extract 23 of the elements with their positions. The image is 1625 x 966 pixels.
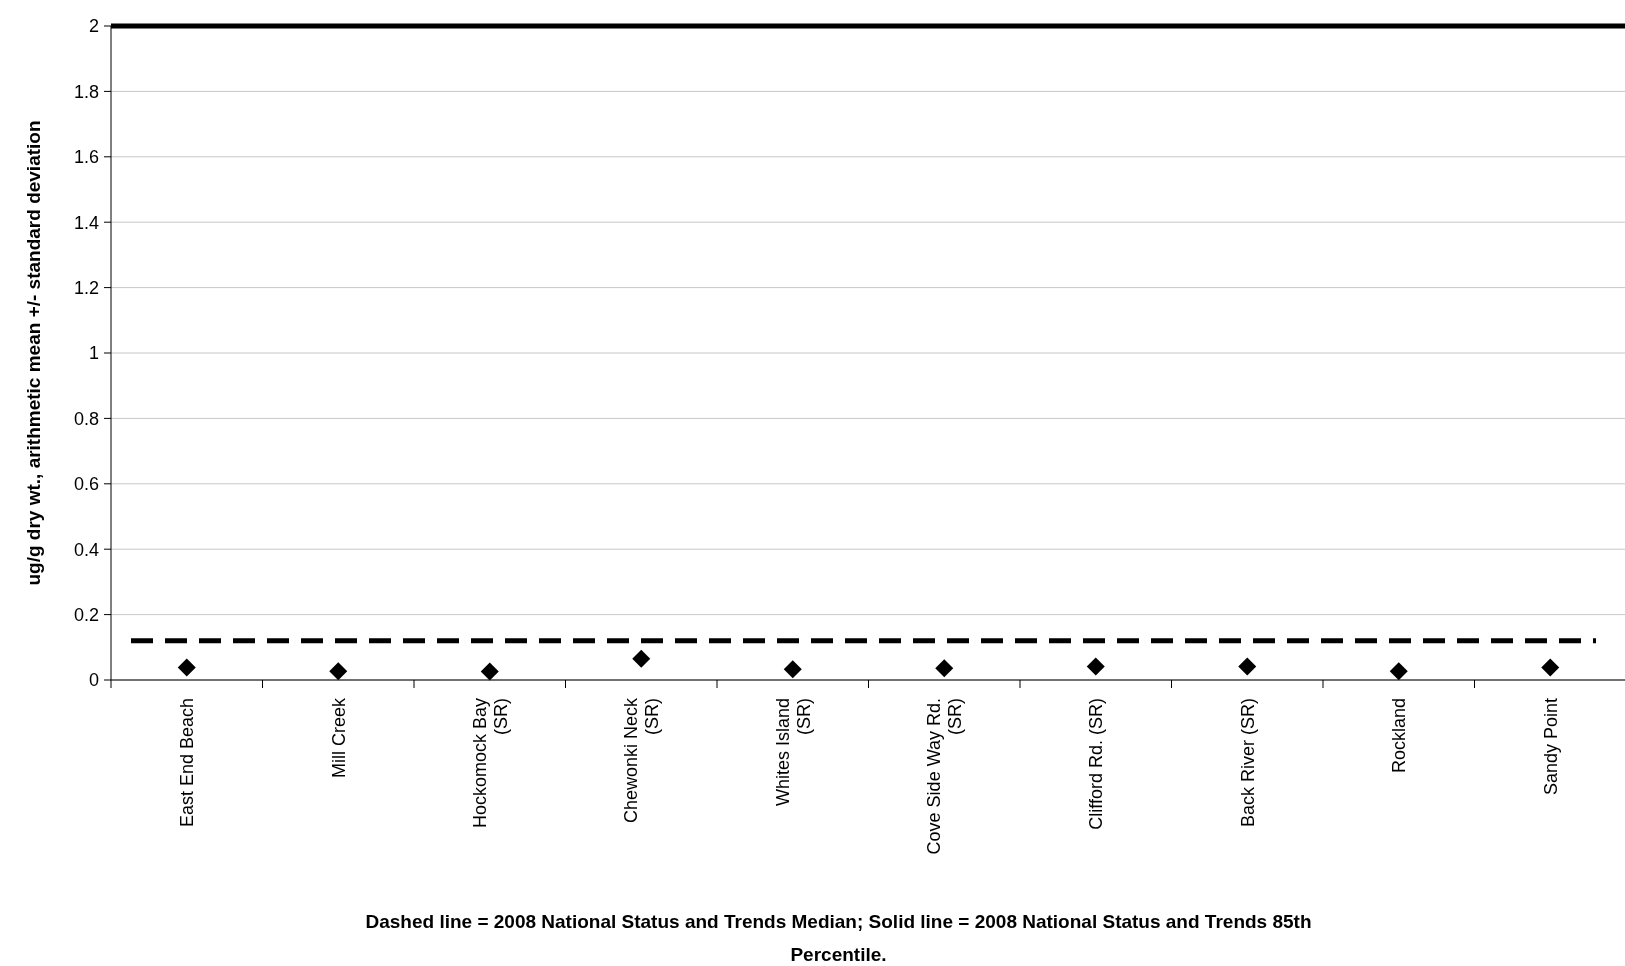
x-tick-label: Chewonki Neck (SR)	[621, 697, 663, 824]
y-tick-label: 1.2	[73, 277, 99, 298]
x-tick-label: Sandy Point	[1540, 698, 1561, 796]
y-tick-label: 0.8	[73, 408, 99, 429]
y-tick-label: 0	[88, 670, 99, 691]
y-tick-label: 0.6	[73, 474, 99, 495]
y-axis-title: ug/g dry wt., arithmetic mean +/- standard deviation	[23, 120, 44, 586]
y-tick-label: 2	[88, 16, 99, 37]
x-tick-label: Hockomock Bay (SR)	[469, 698, 511, 829]
x-tick-label: Whites Island (SR)	[772, 698, 814, 807]
y-tick-label: 0.4	[73, 539, 99, 560]
x-tick-label: Mill Creek	[328, 697, 349, 779]
x-tick-label: Cove Side Way Rd. (SR)	[924, 698, 966, 855]
x-tick-label: Rockland	[1389, 698, 1410, 774]
y-tick-label: 1.4	[73, 212, 99, 233]
y-tick-label: 1.6	[73, 147, 99, 168]
x-tick-label: East End Beach	[177, 698, 198, 828]
y-tick-label: 0.2	[73, 604, 99, 625]
x-tick-label: Clifford Rd. (SR)	[1086, 698, 1107, 830]
y-tick-label: 1	[88, 343, 99, 364]
x-tick-label: Back River (SR)	[1237, 698, 1258, 828]
y-tick-label: 1.8	[73, 81, 99, 102]
x-axis-title: Dashed line = 2008 National Status and Trends Median; Solid line = 2008 National Status and Trends 85th Percentile.	[365, 911, 1312, 965]
